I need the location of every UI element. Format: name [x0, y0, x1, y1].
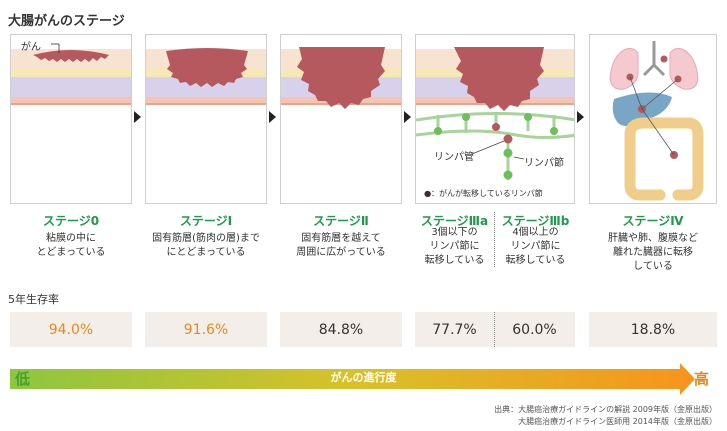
survival-rate-3b: 60.0%	[512, 321, 557, 338]
lung-left	[609, 48, 639, 90]
tumor-shape	[166, 48, 248, 87]
tumor-shape	[454, 47, 544, 111]
survival-rate-3a: 77.7%	[432, 321, 477, 338]
metastasis-dot	[503, 134, 513, 144]
lymph-node-dot	[462, 113, 470, 121]
lung-right	[669, 48, 699, 90]
lymph-node-label: リンパ節	[524, 158, 564, 169]
source-line-2: 大腸癌治療ガイドライン医師用 2014年版（金原出版）	[518, 417, 717, 426]
metastasis-dot	[492, 123, 500, 131]
stage0-illustration: がん	[10, 34, 132, 204]
stage4-organs-svg	[609, 41, 704, 201]
stage1-tissue-svg	[146, 48, 266, 105]
stage-name-0: ステージ0	[42, 214, 100, 228]
lymph-node-dot	[550, 127, 558, 135]
stage-name-3a: ステージⅢa	[420, 214, 489, 228]
survival-title: 5年生存率	[8, 293, 59, 306]
stage-desc-4: 肝臓や肺、腹膜など 離れた臓器に転移 している	[608, 233, 698, 272]
stage3-illustration: リンパ管 リンパ節 ●：がんが転移しているリンパ節	[415, 34, 575, 204]
source-line-1: 出典：大腸癌治療ガイドラインの解説 2009年版（金原出版）	[494, 405, 717, 414]
lymph-vessel-label: リンパ管	[434, 152, 474, 163]
stage0-tissue-svg	[11, 43, 131, 105]
stage2-tissue-svg	[281, 47, 401, 109]
progression-arrow	[10, 363, 695, 395]
progress-high-label: 高	[694, 370, 710, 388]
page-title: 大腸がんのステージ	[8, 14, 125, 29]
stage-name-2: ステージⅡ	[313, 214, 369, 228]
progress-low-label: 低	[15, 370, 31, 388]
stage-name-3b: ステージⅢb	[501, 214, 570, 228]
stage-desc-3b: 4個以上の リンパ節に 転移している	[505, 227, 566, 266]
lymph-node-dot	[524, 113, 532, 121]
survival-rate-1: 91.6%	[145, 312, 267, 347]
arrow-right-icon	[269, 111, 276, 123]
stage2-illustration	[280, 34, 402, 204]
gan-label: がん	[21, 42, 41, 53]
arrow-right-icon	[577, 111, 584, 123]
stage4-illustration	[589, 34, 717, 204]
lymph-node-dot	[434, 127, 442, 135]
survival-rate-3-group: 77.7% 60.0%	[415, 312, 575, 347]
tumor-shape	[297, 47, 385, 109]
survival-rate-0: 94.0%	[10, 312, 132, 347]
stage-name-1: ステージⅠ	[179, 214, 233, 228]
stage-desc-1: 固有筋層(筋肉の層)まで にとどまっている	[152, 233, 260, 258]
arrow-right-icon	[134, 111, 141, 123]
stage-name-4: ステージⅣ	[622, 214, 684, 228]
legend-dot	[425, 191, 431, 197]
survival-rate-2: 84.8%	[280, 312, 402, 347]
stage1-illustration	[145, 34, 267, 204]
arrow-right-icon	[404, 111, 411, 123]
stage3-tissue-svg	[416, 47, 574, 197]
lymph-legend: ●：がんが転移しているリンパ節	[424, 189, 543, 198]
stage-desc-0: 粘膜の中に とどまっている	[36, 233, 106, 258]
stage-desc-2: 固有筋層を越えて 周囲に広がっている	[296, 233, 386, 258]
rate-divider	[494, 312, 495, 347]
stage3-divider	[494, 212, 495, 267]
lymph-node-dot	[503, 170, 513, 180]
lymph-node-dot	[503, 148, 513, 158]
progress-label: がんの進行度	[330, 371, 397, 384]
stage-desc-3a: 3個以下の リンパ節に 転移している	[424, 227, 485, 266]
colon	[624, 117, 704, 201]
survival-rate-4: 18.8%	[589, 312, 717, 347]
tumor-shape	[33, 50, 109, 62]
